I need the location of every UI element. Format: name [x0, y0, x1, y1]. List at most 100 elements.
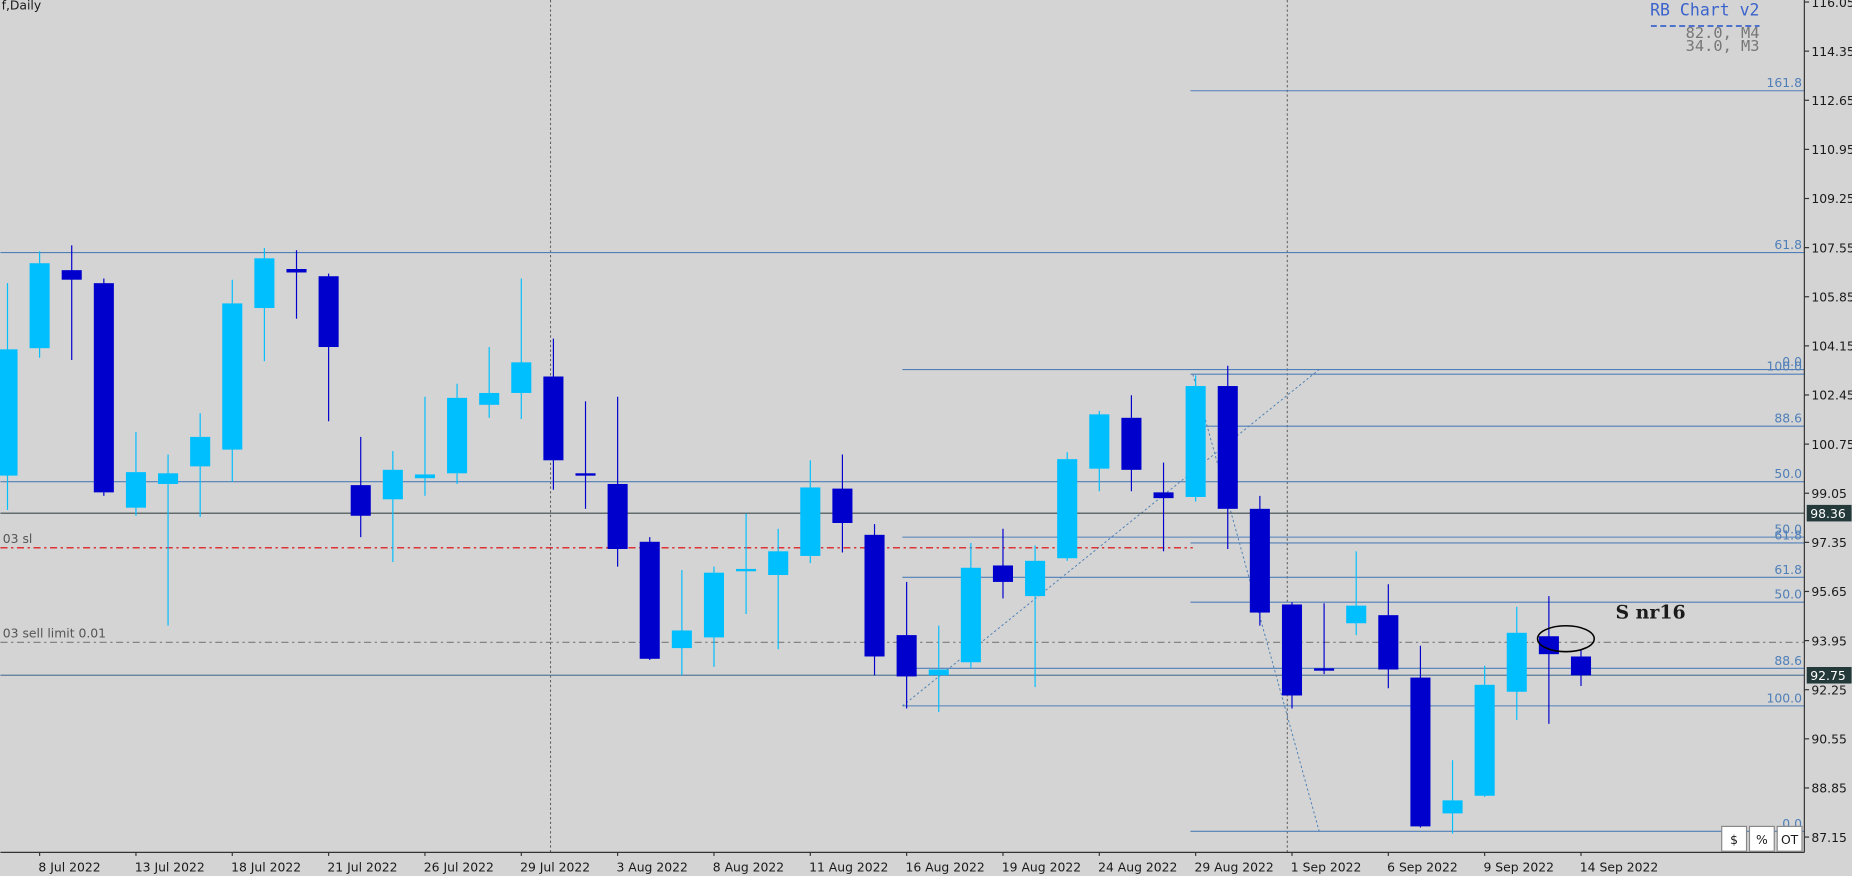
candle-body: [800, 487, 821, 556]
candle-body: [1506, 632, 1527, 692]
plot-area: [0, 0, 1805, 853]
candle-body: [671, 630, 692, 649]
candle-body: [575, 473, 596, 476]
candle-body: [1538, 636, 1559, 655]
y-tick-label: 88.85: [1811, 781, 1846, 796]
x-tick-label: 8 Aug 2022: [713, 859, 784, 874]
price-box: [1806, 667, 1852, 684]
candle-body: [0, 349, 18, 476]
chart-button[interactable]: [1776, 825, 1803, 852]
y-tick-label: 90.55: [1811, 732, 1846, 747]
candle-body: [736, 568, 757, 572]
y-tick-label: 107.55: [1811, 240, 1852, 255]
candle-body: [960, 567, 981, 663]
indicator-name: RB Chart v2: [1650, 0, 1759, 19]
x-tick-label: 18 Jul 2022: [231, 859, 301, 874]
candle-body: [254, 258, 275, 309]
x-tick-label: 11 Aug 2022: [809, 859, 888, 874]
x-tick-label: 19 Aug 2022: [1002, 859, 1081, 874]
y-tick-label: 92.25: [1811, 682, 1846, 697]
candle-body: [639, 541, 660, 659]
price-box-label: 92.75: [1810, 668, 1845, 683]
chart-button-label[interactable]: %: [1756, 832, 1768, 847]
y-tick-label: 112.65: [1811, 93, 1852, 108]
candle-body: [1025, 560, 1046, 597]
chart-button-label[interactable]: $: [1730, 832, 1738, 847]
candle-body: [479, 392, 500, 405]
level-label: 61.8: [1774, 237, 1802, 252]
indicator-line: 82.0, M4: [1686, 24, 1760, 42]
candle-body: [1410, 677, 1431, 827]
x-tick-label: 21 Jul 2022: [327, 859, 397, 874]
candle-body: [1570, 656, 1592, 676]
y-tick-label: 104.15: [1811, 339, 1852, 354]
candle-body: [93, 283, 114, 493]
candle-body: [1089, 414, 1110, 469]
x-tick-label: 16 Aug 2022: [905, 859, 984, 874]
candle-body: [1314, 668, 1335, 671]
x-tick-label: 6 Sep 2022: [1387, 859, 1458, 874]
y-tick-label: 100.75: [1811, 437, 1852, 452]
y-tick-label: 110.95: [1811, 142, 1852, 157]
x-tick-label: 3 Aug 2022: [616, 859, 687, 874]
candle-body: [703, 572, 725, 638]
candle-body: [543, 376, 564, 461]
highlight-ellipse: [1536, 624, 1595, 653]
level-label: 0.0: [1782, 354, 1802, 369]
candle-body: [1474, 684, 1495, 796]
y-tick-label: 102.45: [1811, 388, 1852, 403]
chart-button[interactable]: [1721, 825, 1748, 852]
candle-body: [125, 472, 146, 508]
candle-body: [382, 469, 403, 500]
level-label: 50.0: [1774, 587, 1802, 602]
candle-body: [190, 436, 211, 467]
candle-body: [1442, 800, 1463, 814]
level-label: 50.0: [1774, 522, 1802, 537]
y-tick-label: 105.85: [1811, 289, 1852, 304]
level-label: 61.8: [1774, 527, 1802, 542]
y-tick-label: 95.65: [1811, 584, 1846, 599]
order-label: 03 sl: [3, 531, 33, 546]
price-box: [1806, 504, 1852, 522]
candle-body: [286, 269, 307, 273]
candle-body: [607, 483, 628, 549]
y-tick-label: 93.95: [1811, 633, 1846, 648]
level-label: 50.0: [1774, 466, 1802, 481]
chart-title: f,Daily: [2, 0, 42, 12]
price-box-label: 98.36: [1810, 506, 1846, 521]
candle-body: [511, 362, 532, 393]
y-tick-label: 109.25: [1811, 191, 1852, 206]
annotation: S nr16: [1615, 602, 1685, 624]
y-tick-label: 97.35: [1811, 535, 1846, 550]
candle-body: [1153, 492, 1174, 499]
level-label: 88.6: [1774, 411, 1802, 426]
x-tick-label: 26 Jul 2022: [424, 859, 494, 874]
order-label: 03 sell limit 0.01: [3, 626, 106, 641]
candle-body: [1378, 615, 1399, 670]
y-tick-label: 87.15: [1811, 830, 1846, 845]
x-tick-label: 1 Sep 2022: [1291, 859, 1362, 874]
candle-body: [1217, 386, 1238, 509]
candle-body: [1121, 417, 1142, 470]
y-tick-label: 116.05: [1811, 0, 1852, 10]
x-tick-label: 8 Jul 2022: [38, 859, 100, 874]
candle-body: [992, 565, 1014, 582]
candle-body: [29, 263, 50, 349]
chart-button-label[interactable]: OT: [1781, 832, 1799, 847]
x-tick-label: 13 Jul 2022: [135, 859, 205, 874]
chart-button[interactable]: [1748, 825, 1775, 852]
candle-body: [768, 551, 789, 576]
x-tick-label: 29 Aug 2022: [1194, 859, 1273, 874]
candle-body: [447, 397, 468, 474]
candle-body: [1057, 459, 1078, 559]
level-label: 161.8: [1767, 75, 1803, 90]
x-tick-label: 14 Sep 2022: [1580, 859, 1658, 874]
candle-body: [1185, 386, 1206, 497]
level-label: 61.8: [1774, 562, 1802, 577]
x-tick-label: 9 Sep 2022: [1483, 859, 1554, 874]
level-label: 100.0: [1767, 359, 1803, 374]
indicator-line: 34.0, M3: [1686, 37, 1760, 55]
